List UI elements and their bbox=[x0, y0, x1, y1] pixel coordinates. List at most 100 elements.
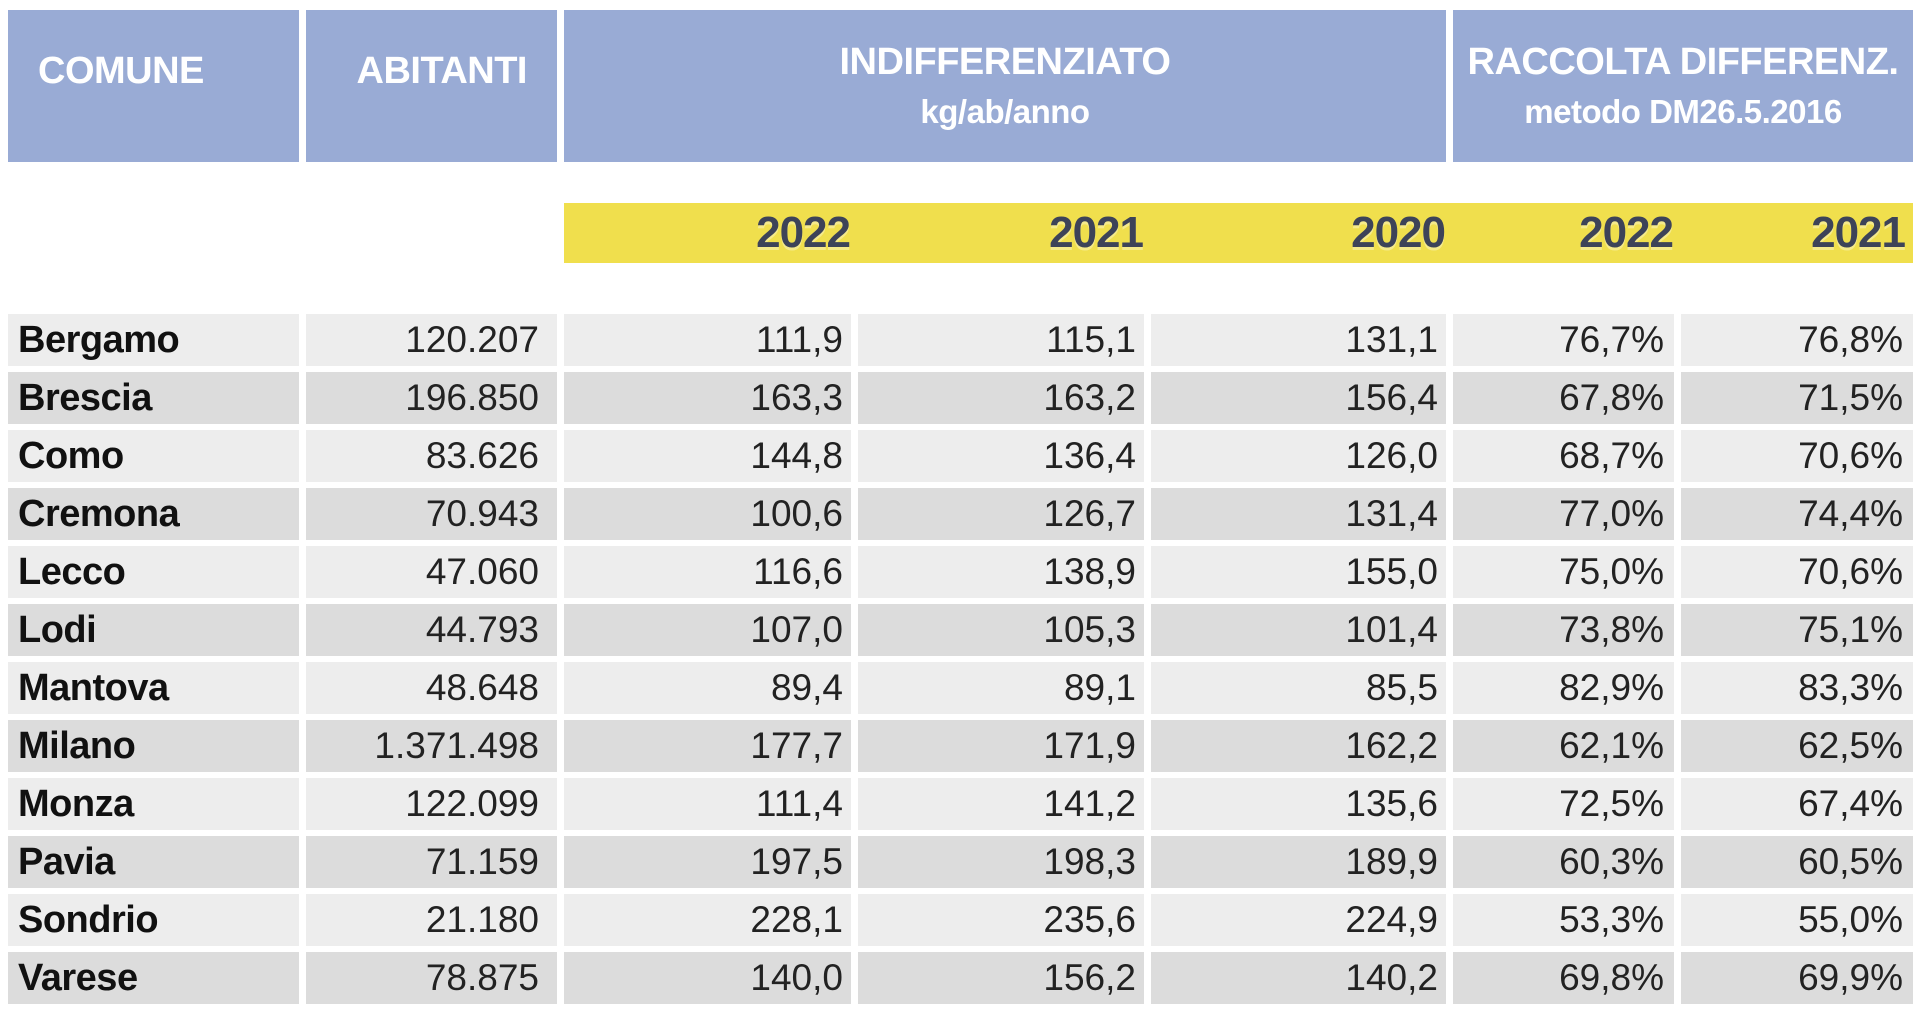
table-row: Como 83.626 144,8 136,4 126,0 68,7% 70,6% bbox=[8, 430, 1913, 482]
indifferenziato-2022-cell: 111,9 bbox=[564, 314, 851, 366]
indifferenziato-2020-cell: 156,4 bbox=[1151, 372, 1446, 424]
abitanti-cell: 48.648 bbox=[306, 662, 557, 714]
raccolta-2022-cell: 77,0% bbox=[1453, 488, 1674, 540]
table-row: Lecco 47.060 116,6 138,9 155,0 75,0% 70,6% bbox=[8, 546, 1913, 598]
raccolta-2022-cell: 82,9% bbox=[1453, 662, 1674, 714]
comune-cell: Pavia bbox=[8, 836, 299, 888]
indifferenziato-2022-cell: 111,4 bbox=[564, 778, 851, 830]
raccolta-2021-cell: 67,4% bbox=[1681, 778, 1913, 830]
header-abitanti-label: ABITANTI bbox=[356, 50, 528, 92]
indifferenziato-2022-cell: 163,3 bbox=[564, 372, 851, 424]
header-indifferenziato: INDIFFERENZIATO kg/ab/anno bbox=[564, 10, 1446, 162]
table-row: Monza 122.099 111,4 141,2 135,6 72,5% 67,4% bbox=[8, 778, 1913, 830]
abitanti-cell: 70.943 bbox=[306, 488, 557, 540]
raccolta-2022-cell: 72,5% bbox=[1453, 778, 1674, 830]
indifferenziato-2020-cell: 101,4 bbox=[1151, 604, 1446, 656]
header-abitanti: ABITANTI bbox=[306, 10, 557, 162]
indifferenziato-2020-cell: 131,1 bbox=[1151, 314, 1446, 366]
comune-cell: Monza bbox=[8, 778, 299, 830]
header-indifferenziato-title: INDIFFERENZIATO bbox=[839, 41, 1171, 83]
indifferenziato-2020-cell: 126,0 bbox=[1151, 430, 1446, 482]
raccolta-2021-cell: 55,0% bbox=[1681, 894, 1913, 946]
raccolta-2021-cell: 71,5% bbox=[1681, 372, 1913, 424]
raccolta-2021-cell: 76,8% bbox=[1681, 314, 1913, 366]
indifferenziato-2021-cell: 198,3 bbox=[858, 836, 1144, 888]
raccolta-2021-cell: 70,6% bbox=[1681, 546, 1913, 598]
raccolta-2021-cell: 60,5% bbox=[1681, 836, 1913, 888]
table-row: Cremona 70.943 100,6 126,7 131,4 77,0% 74,4% bbox=[8, 488, 1913, 540]
raccolta-2021-cell: 70,6% bbox=[1681, 430, 1913, 482]
indifferenziato-2022-cell: 100,6 bbox=[564, 488, 851, 540]
comune-cell: Como bbox=[8, 430, 299, 482]
abitanti-cell: 120.207 bbox=[306, 314, 557, 366]
table-row: Varese 78.875 140,0 156,2 140,2 69,8% 69,9% bbox=[8, 952, 1913, 1004]
indifferenziato-2021-cell: 115,1 bbox=[858, 314, 1144, 366]
indifferenziato-2020-cell: 224,9 bbox=[1151, 894, 1446, 946]
header-raccolta-differenziata: RACCOLTA DIFFERENZ. metodo DM26.5.2016 bbox=[1453, 10, 1913, 162]
indifferenziato-2022-cell: 116,6 bbox=[564, 546, 851, 598]
table-row: Lodi 44.793 107,0 105,3 101,4 73,8% 75,1% bbox=[8, 604, 1913, 656]
raccolta-2022-cell: 75,0% bbox=[1453, 546, 1674, 598]
table-body: Bergamo 120.207 111,9 115,1 131,1 76,7% 76,8% B… bbox=[8, 314, 1913, 1004]
indifferenziato-2021-cell: 235,6 bbox=[858, 894, 1144, 946]
abitanti-cell: 196.850 bbox=[306, 372, 557, 424]
indifferenziato-2020-cell: 140,2 bbox=[1151, 952, 1446, 1004]
indifferenziato-2020-cell: 189,9 bbox=[1151, 836, 1446, 888]
header-raccolta-subtitle: metodo DM26.5.2016 bbox=[1524, 93, 1842, 130]
header-comune-label: COMUNE bbox=[38, 50, 204, 92]
raccolta-2022-cell: 53,3% bbox=[1453, 894, 1674, 946]
comune-cell: Sondrio bbox=[8, 894, 299, 946]
comune-cell: Varese bbox=[8, 952, 299, 1004]
indifferenziato-2022-cell: 140,0 bbox=[564, 952, 851, 1004]
indifferenziato-2022-cell: 177,7 bbox=[564, 720, 851, 772]
abitanti-cell: 83.626 bbox=[306, 430, 557, 482]
raccolta-2022-cell: 68,7% bbox=[1453, 430, 1674, 482]
year-label-ind-2022: 2022 bbox=[756, 208, 851, 257]
abitanti-cell: 47.060 bbox=[306, 546, 557, 598]
indifferenziato-2022-cell: 144,8 bbox=[564, 430, 851, 482]
indifferenziato-2021-cell: 138,9 bbox=[858, 546, 1144, 598]
raccolta-2022-cell: 62,1% bbox=[1453, 720, 1674, 772]
year-label-ind-2021: 2021 bbox=[1049, 208, 1144, 257]
indifferenziato-2021-cell: 156,2 bbox=[858, 952, 1144, 1004]
header-comune: COMUNE bbox=[8, 10, 299, 162]
table-row: Milano 1.371.498 177,7 171,9 162,2 62,1% 62,5% bbox=[8, 720, 1913, 772]
abitanti-cell: 78.875 bbox=[306, 952, 557, 1004]
abitanti-cell: 44.793 bbox=[306, 604, 557, 656]
indifferenziato-2020-cell: 162,2 bbox=[1151, 720, 1446, 772]
indifferenziato-2021-cell: 136,4 bbox=[858, 430, 1144, 482]
year-label-rd-2021: 2021 bbox=[1811, 208, 1906, 257]
abitanti-cell: 1.371.498 bbox=[306, 720, 557, 772]
indifferenziato-2022-cell: 228,1 bbox=[564, 894, 851, 946]
raccolta-2021-cell: 75,1% bbox=[1681, 604, 1913, 656]
raccolta-2022-cell: 67,8% bbox=[1453, 372, 1674, 424]
year-band: 2022 2021 2020 2022 2021 bbox=[564, 203, 1913, 263]
raccolta-2021-cell: 74,4% bbox=[1681, 488, 1913, 540]
table-row: Bergamo 120.207 111,9 115,1 131,1 76,7% 76,8% bbox=[8, 314, 1913, 366]
indifferenziato-2021-cell: 141,2 bbox=[858, 778, 1144, 830]
raccolta-2021-cell: 69,9% bbox=[1681, 952, 1913, 1004]
raccolta-2021-cell: 62,5% bbox=[1681, 720, 1913, 772]
comune-cell: Cremona bbox=[8, 488, 299, 540]
table-header-row: COMUNE ABITANTI INDIFFERENZIATO kg/ab/an… bbox=[8, 10, 1913, 162]
indifferenziato-2020-cell: 131,4 bbox=[1151, 488, 1446, 540]
indifferenziato-2022-cell: 89,4 bbox=[564, 662, 851, 714]
indifferenziato-2021-cell: 89,1 bbox=[858, 662, 1144, 714]
raccolta-2022-cell: 73,8% bbox=[1453, 604, 1674, 656]
comune-cell: Milano bbox=[8, 720, 299, 772]
indifferenziato-2020-cell: 85,5 bbox=[1151, 662, 1446, 714]
raccolta-2022-cell: 60,3% bbox=[1453, 836, 1674, 888]
comune-cell: Mantova bbox=[8, 662, 299, 714]
comune-cell: Lodi bbox=[8, 604, 299, 656]
waste-data-table: COMUNE ABITANTI INDIFFERENZIATO kg/ab/an… bbox=[8, 10, 1913, 1010]
indifferenziato-2020-cell: 135,6 bbox=[1151, 778, 1446, 830]
abitanti-cell: 122.099 bbox=[306, 778, 557, 830]
year-label-rd-2022: 2022 bbox=[1579, 208, 1674, 257]
table-row: Pavia 71.159 197,5 198,3 189,9 60,3% 60,5% bbox=[8, 836, 1913, 888]
table-row: Brescia 196.850 163,3 163,2 156,4 67,8% 71,5% bbox=[8, 372, 1913, 424]
header-raccolta-title: RACCOLTA DIFFERENZ. bbox=[1467, 41, 1899, 83]
comune-cell: Bergamo bbox=[8, 314, 299, 366]
indifferenziato-2021-cell: 163,2 bbox=[858, 372, 1144, 424]
raccolta-2021-cell: 83,3% bbox=[1681, 662, 1913, 714]
abitanti-cell: 71.159 bbox=[306, 836, 557, 888]
